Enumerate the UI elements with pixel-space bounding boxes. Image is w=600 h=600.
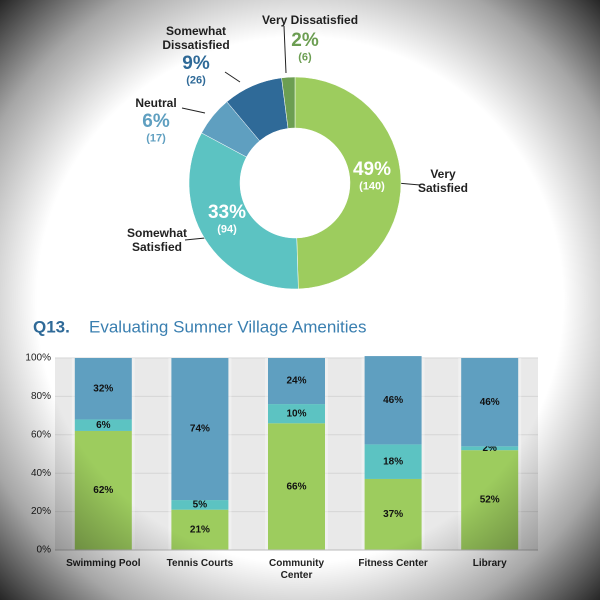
bar-value-label: 32%: [93, 383, 113, 394]
x-tick-label: Fitness Center: [358, 558, 428, 569]
y-tick-label: 80%: [31, 391, 51, 402]
slice-value-label: 9%: [182, 53, 210, 75]
slice-label: Somewhat Satisfied: [126, 226, 187, 254]
slice-count-label: (6): [298, 51, 312, 64]
x-tick-label: Swimming Pool: [66, 558, 141, 569]
slice-count-label: (140): [359, 180, 385, 193]
bar-value-label: 21%: [190, 524, 210, 535]
slice-label: Very Satisfied: [417, 167, 468, 195]
bar-value-label: 6%: [96, 420, 111, 431]
slice-label: Very Dissatisfied: [261, 13, 359, 28]
bar-value-label: 52%: [480, 495, 500, 506]
chart-title: Evaluating Sumner Village Amenities: [89, 317, 367, 336]
slice-value-label: 2%: [291, 30, 319, 52]
bar-value-label: 5%: [193, 500, 208, 511]
y-tick-label: 60%: [31, 429, 51, 440]
slice-label: Somewhat Dissatisfied: [162, 24, 230, 52]
y-tick-label: 100%: [25, 353, 51, 364]
y-tick-label: 0%: [37, 545, 52, 556]
slice-count-label: (17): [146, 132, 166, 145]
x-tick-label: Tennis Courts: [166, 558, 234, 569]
y-tick-label: 40%: [31, 468, 51, 479]
bar-value-label: 62%: [93, 485, 113, 496]
leader-line: [224, 71, 241, 83]
slice-count-label: (26): [186, 74, 206, 87]
bar-value-label: 10%: [286, 408, 306, 419]
bar-value-label: 18%: [383, 456, 403, 467]
slice-value-label: 6%: [142, 111, 170, 133]
slice-value-label: 49%: [352, 159, 392, 181]
slice-label: Neutral: [135, 96, 177, 111]
chart-question: Q13.: [33, 317, 70, 336]
bar-value-label: 24%: [286, 376, 306, 387]
x-tick-label: Community Center: [269, 558, 324, 581]
bar-value-label: 74%: [190, 424, 210, 435]
slice-value-label: 33%: [207, 202, 247, 224]
bar-value-label: 66%: [286, 481, 306, 492]
x-tick-label: Library: [472, 558, 507, 569]
y-tick-label: 20%: [31, 506, 51, 517]
bar-value-label: 46%: [480, 397, 500, 408]
slice-count-label: (94): [217, 223, 237, 236]
bar-value-label: 46%: [383, 395, 403, 406]
bar-value-label: 37%: [383, 509, 403, 520]
